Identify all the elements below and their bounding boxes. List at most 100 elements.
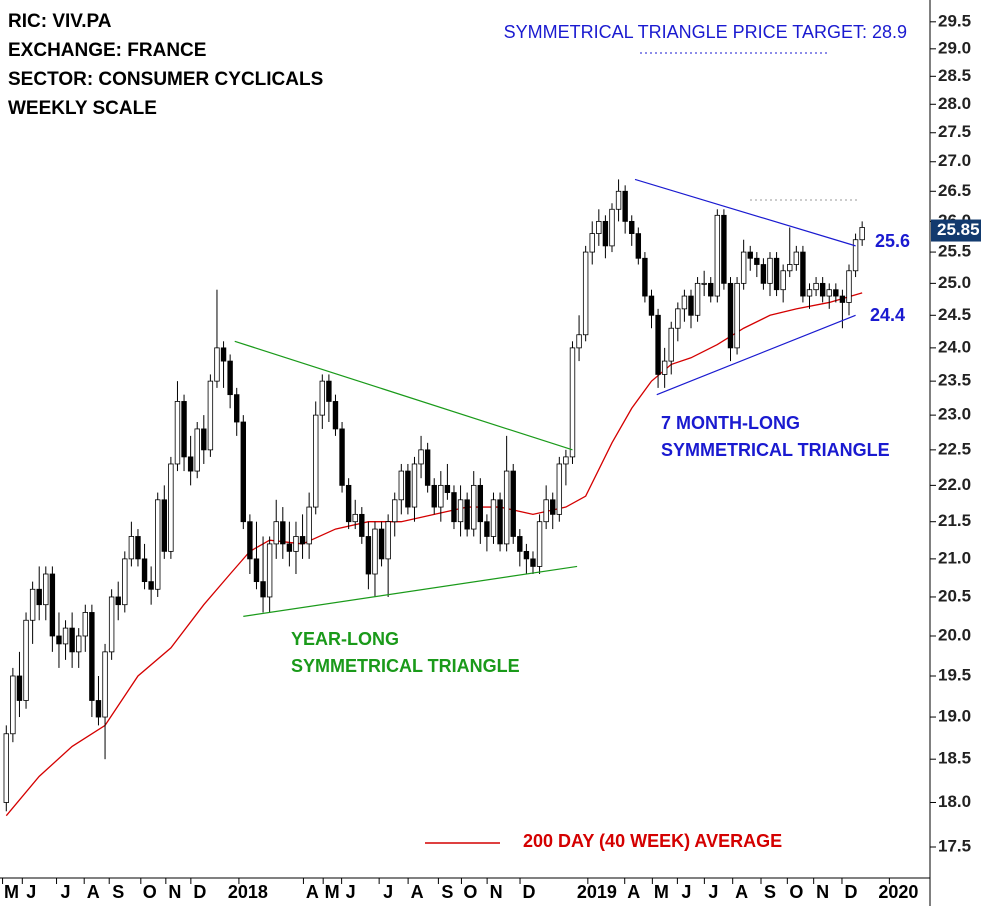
candle-body xyxy=(497,499,503,545)
candle-body xyxy=(365,536,372,575)
candle-body xyxy=(859,227,865,241)
y-tick-label: 21.5 xyxy=(938,511,971,530)
candle-body xyxy=(740,251,747,284)
x-tick-label: A xyxy=(735,882,748,902)
x-tick-label: M xyxy=(654,882,669,902)
chart-title: SYMMETRICAL TRIANGLE PRICE TARGET: 28.9 xyxy=(504,22,907,42)
candle-body xyxy=(240,421,247,523)
candle-body xyxy=(694,282,701,316)
candle-body xyxy=(10,675,16,735)
x-tick-label: N xyxy=(490,882,503,902)
info-line: SECTOR: CONSUMER CYCLICALS xyxy=(8,69,323,90)
candle-body xyxy=(576,334,582,349)
candle-body xyxy=(405,470,411,508)
candle-body xyxy=(253,558,260,583)
x-tick-label: N xyxy=(168,882,181,902)
x-tick-label: D xyxy=(193,882,206,902)
y-tick-label: 25.5 xyxy=(938,242,971,261)
candle-body xyxy=(536,521,543,567)
candle-body xyxy=(701,282,707,285)
annotation: YEAR-LONG xyxy=(291,629,399,649)
x-tick-label: 2018 xyxy=(228,882,268,902)
candle-body xyxy=(3,733,9,803)
y-tick-label: 20.5 xyxy=(938,586,971,605)
candle-body xyxy=(668,327,674,362)
candle-body xyxy=(220,347,227,362)
y-tick-label: 18.0 xyxy=(938,792,971,811)
x-tick-label: S xyxy=(764,882,776,902)
candle-body xyxy=(392,499,398,523)
candle-body xyxy=(431,484,437,508)
candle-body xyxy=(550,499,556,515)
candle-body xyxy=(266,543,273,598)
candle-body xyxy=(122,558,128,606)
annotation: SYMMETRICAL TRIANGLE xyxy=(291,656,520,676)
candle-body xyxy=(833,289,839,297)
candle-body xyxy=(352,513,358,523)
x-tick-label: O xyxy=(143,882,157,902)
candle-body xyxy=(629,220,635,234)
y-tick-label: 25.0 xyxy=(938,273,971,292)
candle-body xyxy=(418,449,424,465)
candle-body xyxy=(523,550,530,560)
annotation: 24.4 xyxy=(870,305,905,325)
candle-body xyxy=(457,499,464,523)
plot-area xyxy=(3,178,865,817)
candle-body xyxy=(339,428,345,486)
y-tick-label: 19.5 xyxy=(938,665,971,684)
candle-body xyxy=(115,596,121,606)
candle-body xyxy=(622,190,628,222)
candle-body xyxy=(299,536,306,545)
candle-body xyxy=(444,484,451,493)
candle-body xyxy=(385,521,391,560)
candle-body xyxy=(108,596,115,653)
y-tick-label: 27.0 xyxy=(938,151,971,170)
trendline xyxy=(234,340,573,451)
candle-body xyxy=(727,282,734,349)
candle-body xyxy=(326,380,332,402)
candle-body xyxy=(609,208,615,247)
x-tick-label: J xyxy=(681,882,691,902)
candle-body xyxy=(714,214,721,297)
candle-body xyxy=(89,612,95,701)
y-tick-label: 24.0 xyxy=(938,337,971,356)
candle-body xyxy=(688,295,694,316)
candle-body xyxy=(424,449,431,486)
info-line: RIC: VIV.PA xyxy=(8,11,112,32)
candle-body xyxy=(787,264,793,272)
candle-body xyxy=(471,484,477,530)
x-tick-label: A xyxy=(627,882,640,902)
last-price-label: 25.85 xyxy=(937,220,980,239)
candle-body xyxy=(760,264,767,284)
candle-body xyxy=(345,484,352,523)
candle-body xyxy=(852,239,859,272)
trendline xyxy=(656,314,856,396)
candle-body xyxy=(23,619,29,701)
candle-body xyxy=(655,314,661,375)
legend-label: 200 DAY (40 WEEK) AVERAGE xyxy=(523,831,782,851)
candle-body xyxy=(464,499,470,530)
candle-body xyxy=(510,470,516,537)
candle-body xyxy=(635,233,642,259)
candle-body xyxy=(780,270,786,291)
candle-body xyxy=(569,347,576,458)
candle-body xyxy=(194,428,200,472)
y-tick-label: 28.5 xyxy=(938,66,971,85)
candle-body xyxy=(95,700,102,718)
candle-body xyxy=(56,635,62,645)
x-tick-label: 2019 xyxy=(577,882,617,902)
candle-body xyxy=(36,588,42,606)
x-tick-label: S xyxy=(441,882,453,902)
candle-body xyxy=(49,573,56,637)
candle-body xyxy=(839,295,846,303)
candle-body xyxy=(372,528,378,575)
candle-body xyxy=(128,536,135,560)
candle-body xyxy=(438,484,444,508)
candle-body xyxy=(306,506,312,545)
y-tick-label: 29.0 xyxy=(938,38,971,57)
candle-body xyxy=(596,220,602,234)
candle-body xyxy=(378,528,385,560)
candle-body xyxy=(102,651,108,718)
x-tick-label: M xyxy=(4,882,19,902)
candle-body xyxy=(181,401,187,458)
